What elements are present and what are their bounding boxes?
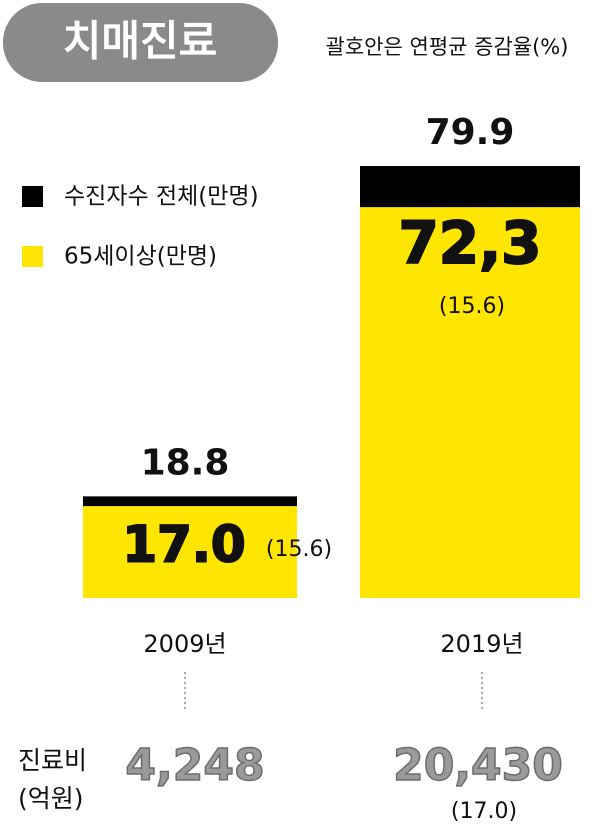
- senior-bar: [83, 506, 297, 598]
- cost-growth: (17.0): [451, 799, 517, 824]
- cost-value: 4,248: [125, 740, 264, 791]
- chart-subtitle: 괄호안은 연평균 증감율(%): [326, 35, 569, 59]
- chart-title: 치매진료: [63, 17, 218, 66]
- senior-bar: [360, 207, 580, 599]
- senior-label: 72,3: [398, 209, 541, 277]
- legend-swatch: [22, 186, 43, 207]
- total-label: 18.8: [141, 442, 230, 483]
- growth-label: (15.6): [439, 294, 505, 319]
- title-pill: [3, 3, 278, 82]
- total-label: 79.9: [426, 112, 515, 153]
- legend-swatch: [22, 246, 43, 267]
- x-tick-label: 2019년: [440, 630, 523, 658]
- cost-label: 진료비: [18, 746, 87, 775]
- cost-label: (억원): [18, 784, 84, 813]
- senior-label: 17.0: [122, 516, 245, 574]
- legend-label: 65세이상(만명): [64, 244, 217, 270]
- x-tick-label: 2009년: [143, 630, 226, 658]
- cost-value: 20,430: [393, 740, 563, 791]
- growth-label: (15.6): [266, 537, 332, 562]
- legend-label: 수진자수 전체(만명): [64, 184, 259, 210]
